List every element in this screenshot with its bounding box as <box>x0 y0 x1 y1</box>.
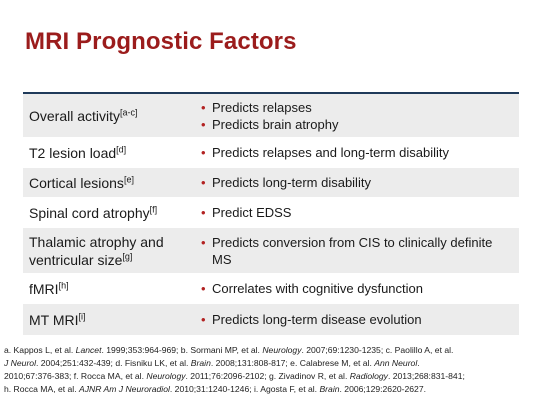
factor-cell: Overall activity[a-c] <box>23 107 195 125</box>
bullet-point: Predicts brain atrophy <box>201 116 511 133</box>
bullet-point: Predicts relapses <box>201 99 511 116</box>
factor-cell: Spinal cord atrophy[f] <box>23 204 195 222</box>
table-row-cortical-lesions: Cortical lesions[e] Predicts long-term d… <box>23 168 519 198</box>
factor-ref: [f] <box>149 203 158 214</box>
table-row-mt-mri: MT MRI[i] Predicts long-term disease evo… <box>23 304 519 336</box>
factor-label: MT MRI <box>29 311 79 328</box>
bullet-point: Correlates with cognitive dysfunction <box>201 280 511 297</box>
bullet-point: Predicts relapses and long-term disabili… <box>201 144 511 161</box>
description-cell: Predict EDSS <box>195 204 519 221</box>
bullet-point: Predicts long-term disease evolution <box>201 311 511 328</box>
factor-ref: [d] <box>116 143 127 154</box>
factor-label-line2: ventricular size <box>29 251 123 268</box>
factor-cell: T2 lesion load[d] <box>23 144 195 162</box>
factor-label: Spinal cord atrophy <box>29 204 150 221</box>
factor-label: Overall activity <box>29 107 121 124</box>
table-row-fmri: fMRI[h] Correlates with cognitive dysfun… <box>23 274 519 304</box>
factor-ref: [e] <box>123 173 134 184</box>
factor-ref: [i] <box>78 310 86 321</box>
factor-label-line1: Thalamic atrophy and <box>29 233 164 250</box>
factor-ref: [g] <box>122 250 133 261</box>
prognostic-factors-table: Overall activity[a-c] Predicts relapses … <box>23 92 519 336</box>
slide-title: MRI Prognostic Factors <box>25 28 297 55</box>
description-cell: Predicts relapses Predicts brain atrophy <box>195 99 519 133</box>
reference-line: a. Kappos L, et al. Lancet. 1999;353:964… <box>4 345 454 355</box>
description-cell: Predicts long-term disability <box>195 174 519 191</box>
bullet-point: Predict EDSS <box>201 204 511 221</box>
bullet-point: Predicts conversion from CIS to clinical… <box>201 234 511 268</box>
factor-cell: MT MRI[i] <box>23 311 195 329</box>
factor-ref: [a-c] <box>120 106 138 117</box>
factor-label: fMRI <box>29 280 59 297</box>
reference-line: 2010;67:376-383; f. Rocca MA, et al. Neu… <box>4 371 465 381</box>
description-cell: Correlates with cognitive dysfunction <box>195 280 519 297</box>
factor-label: T2 lesion load <box>29 144 117 161</box>
description-cell: Predicts long-term disease evolution <box>195 311 519 328</box>
factor-label: Cortical lesions <box>29 174 124 191</box>
table-row-overall-activity: Overall activity[a-c] Predicts relapses … <box>23 94 519 138</box>
reference-line: J Neurol. 2004;251:432-439; d. Fisniku L… <box>4 358 420 368</box>
factor-cell: Cortical lesions[e] <box>23 174 195 192</box>
description-cell: Predicts conversion from CIS to clinical… <box>195 234 519 268</box>
table-row-thalamic-atrophy: Thalamic atrophy and ventricular size[g]… <box>23 228 519 274</box>
bullet-point: Predicts long-term disability <box>201 174 511 191</box>
description-cell: Predicts relapses and long-term disabili… <box>195 144 519 161</box>
factor-ref: [h] <box>58 279 69 290</box>
references: a. Kappos L, et al. Lancet. 1999;353:964… <box>4 344 534 396</box>
factor-cell: fMRI[h] <box>23 280 195 298</box>
reference-line: h. Rocca MA, et al. AJNR Am J Neuroradio… <box>4 384 427 394</box>
factor-cell: Thalamic atrophy and ventricular size[g] <box>23 233 195 269</box>
table-row-t2-lesion-load: T2 lesion load[d] Predicts relapses and … <box>23 138 519 168</box>
table-row-spinal-cord-atrophy: Spinal cord atrophy[f] Predict EDSS <box>23 198 519 228</box>
